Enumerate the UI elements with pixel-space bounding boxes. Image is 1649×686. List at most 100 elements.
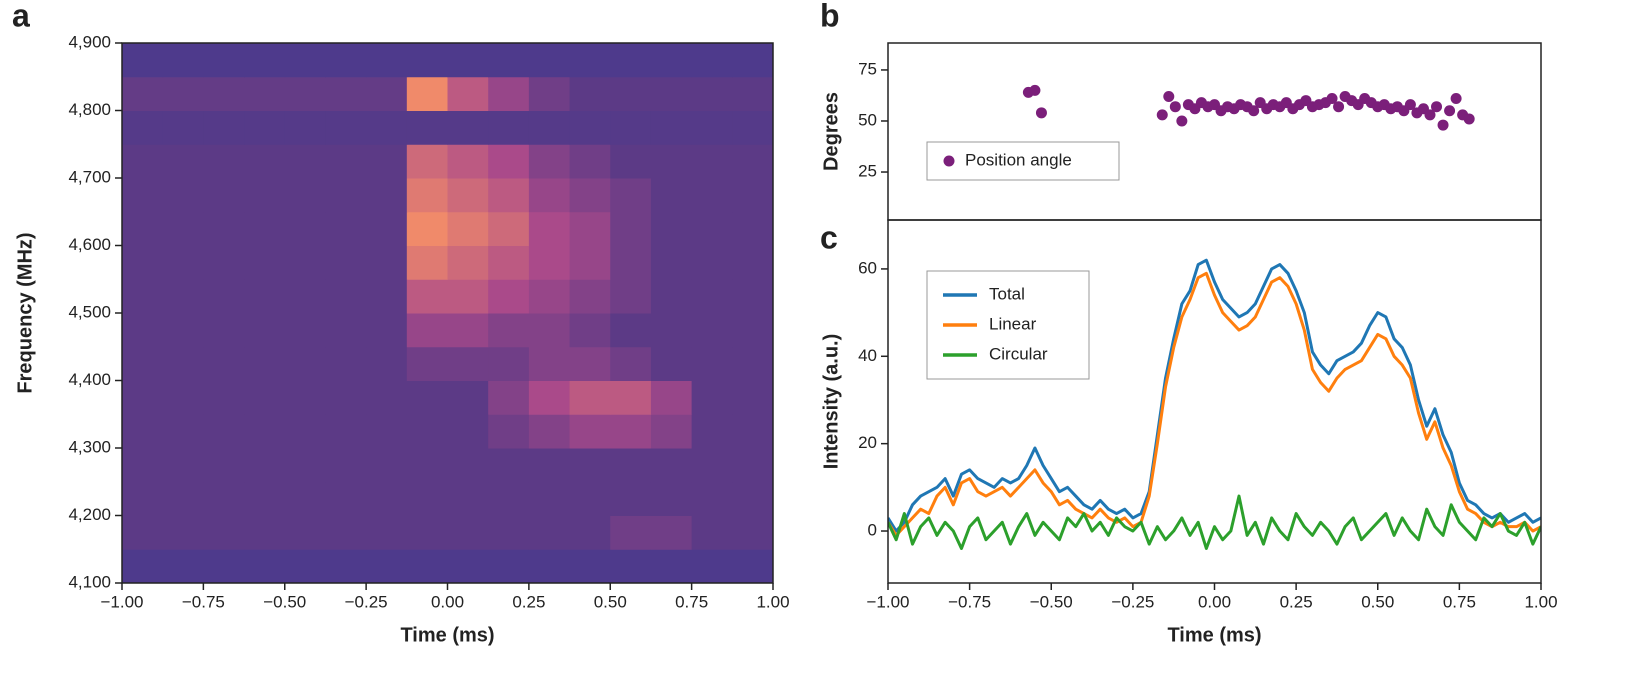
heat-cell [650,515,693,550]
heat-cell [650,211,693,246]
heat-cell [162,110,204,145]
heat-cell [122,346,164,381]
heat-cell [203,448,245,483]
heat-cell [650,144,693,179]
heat-cell [528,279,571,314]
heat-cell [406,481,448,516]
heat-cell [610,245,652,280]
heat-cell [691,110,733,145]
heat-cell [447,549,489,583]
heat-cell [162,380,204,415]
heat-cell [162,481,204,516]
heat-cell [162,144,204,179]
heat-cell [569,515,611,550]
heat-cell [366,481,408,516]
heat-cell [447,43,489,78]
heat-cell [447,279,489,314]
heat-cell [366,110,408,145]
heat-cell [691,481,733,516]
heat-cell [691,549,733,583]
heat-cell [284,380,326,415]
heat-cell [162,178,204,213]
heat-cell [325,549,367,583]
point [1248,105,1260,117]
heat-cell [732,76,773,111]
x-axis-label: Time (ms) [1167,624,1261,646]
heat-cell [162,346,204,381]
heat-cell [691,313,733,348]
heat-cell [203,279,245,314]
heat-cell [122,481,164,516]
heat-cell [488,76,530,111]
y-tick-label: 4,400 [68,370,111,389]
heat-cell [610,414,652,449]
y-tick-label: 4,900 [68,32,111,51]
legend-label: Circular [989,344,1048,363]
heat-cell [528,346,571,381]
x-tick-label: −0.75 [948,592,991,611]
heat-cell [610,549,652,583]
x-tick-label: −0.25 [1111,592,1154,611]
heat-cell [732,178,773,213]
heat-cell [569,211,611,246]
heat-cell [244,211,286,246]
heat-cell [447,144,489,179]
heat-cell [284,346,326,381]
heat-cell [203,211,245,246]
heat-cell [203,313,245,348]
heat-cell [366,380,408,415]
heat-cell [488,481,530,516]
heat-cell [162,515,204,550]
heat-cell [162,43,204,78]
heat-cell [569,346,611,381]
heat-cell [488,245,530,280]
heat-cell [528,313,571,348]
y-tick-label: 4,200 [68,505,111,524]
heat-cell [366,43,408,78]
heat-cell [447,178,489,213]
heat-cell [406,515,448,550]
heat-cell [691,448,733,483]
heat-cell [447,211,489,246]
heat-cell [528,144,571,179]
heat-cell [122,279,164,314]
y-tick-label: 25 [858,162,877,181]
heat-cell [366,549,408,583]
heat-cell [284,211,326,246]
heat-cell [366,448,408,483]
heat-cell [569,380,611,415]
legend-marker [943,155,955,167]
heat-cell [122,245,164,280]
point [1163,90,1175,102]
heat-cell [325,481,367,516]
plot-area [122,43,773,583]
heat-cell [406,110,448,145]
heat-cell [162,279,204,314]
heat-cell [406,380,448,415]
heat-cell [732,549,773,583]
x-tick-label: −1.00 [866,592,909,611]
heat-cell [203,110,245,145]
heat-cell [488,346,530,381]
heat-cell [203,245,245,280]
heat-cell [162,211,204,246]
heat-cell [406,144,448,179]
heat-cell [691,76,733,111]
heat-cell [244,549,286,583]
heat-cell [732,110,773,145]
heat-cell [244,481,286,516]
heat-cell [162,245,204,280]
heat-cell [406,76,448,111]
heat-cell [691,245,733,280]
heat-cell [732,380,773,415]
point [1437,119,1449,131]
heat-cell [406,178,448,213]
heat-cell [610,448,652,483]
heat-cell [528,43,571,78]
heat-cell [610,178,652,213]
y-tick-label: 4,300 [68,437,111,456]
heat-cell [528,76,571,111]
x-tick-label: −0.50 [263,592,306,611]
point [1444,105,1456,117]
heat-cell [122,110,164,145]
